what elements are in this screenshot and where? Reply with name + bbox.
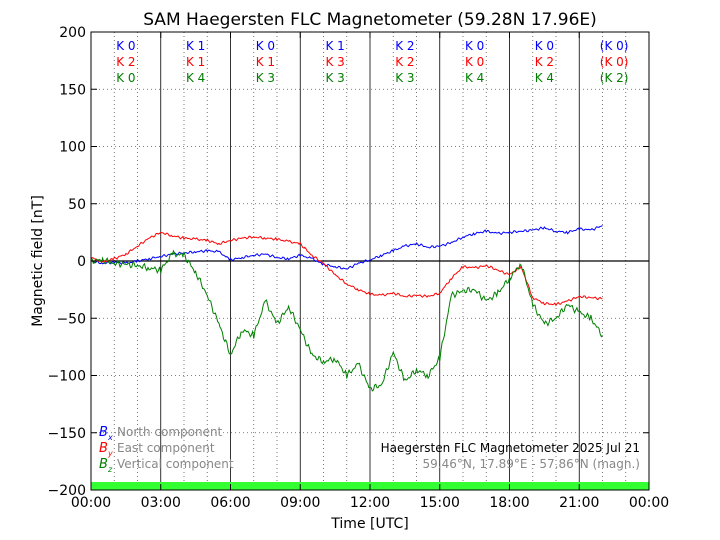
k-index-label: K 1 xyxy=(256,55,275,69)
legend-subscript: y xyxy=(107,449,113,458)
y-tick-label: −100 xyxy=(48,369,86,385)
legend-text: East component xyxy=(117,441,215,455)
x-tick-label: 03:00 xyxy=(141,495,181,511)
k-index-label: K 3 xyxy=(325,55,344,69)
k-index-label: K 1 xyxy=(186,39,205,53)
k-index-label: K 4 xyxy=(186,71,205,85)
k-index-label: K 0 xyxy=(116,71,135,85)
y-tick-label: 150 xyxy=(59,82,86,98)
x-tick-label: 09:00 xyxy=(280,495,320,511)
y-tick-label: −200 xyxy=(48,483,86,499)
series-line-bz xyxy=(90,249,603,392)
y-tick-label: 100 xyxy=(59,140,86,156)
x-tick-label: 12:00 xyxy=(350,495,390,511)
station-date-annotation: Haegersten FLC Magnetometer 2025 Jul 21 xyxy=(381,441,640,455)
k-index-label: K 1 xyxy=(186,55,205,69)
k-index-label: K 0 xyxy=(465,55,484,69)
legend-symbol-z: B xyxy=(99,457,108,472)
y-tick-label: −50 xyxy=(56,311,86,327)
k-index-label: (K 0) xyxy=(600,55,629,69)
grid xyxy=(91,32,649,490)
plot-frame xyxy=(90,31,650,491)
k-index-label: K 2 xyxy=(535,55,554,69)
k-index-label: K 0 xyxy=(116,39,135,53)
x-tick-label: 00:00 xyxy=(71,495,111,511)
k-index-table: K 0 K 1 K 0 K 1 K 2 K 0 K 0 (K 0) K 2 K 1 K 1 K 3 K … xyxy=(116,39,628,85)
series-lines xyxy=(90,225,603,392)
legend-text: North component xyxy=(117,425,223,439)
axis-ticks: 00:00 03:00 06:00 09:00 12:00 15:00 18:00 21:00… xyxy=(48,25,670,511)
series-line-bx xyxy=(90,225,603,270)
k-index-label: K 2 xyxy=(395,39,414,53)
k-index-label: K 3 xyxy=(256,71,275,85)
k-index-label: K 1 xyxy=(325,39,344,53)
k-index-label: K 3 xyxy=(325,71,344,85)
legend-subscript: x xyxy=(107,433,113,442)
x-tick-label: 21:00 xyxy=(559,495,599,511)
x-tick-label: 18:00 xyxy=(489,495,529,511)
x-tick-label: 06:00 xyxy=(210,495,250,511)
k-index-label: K 2 xyxy=(116,55,135,69)
coords-annotation: 59.46°N, 17.89°E - 57.86°N (magn.) xyxy=(423,457,640,471)
legend-text: Vertical component xyxy=(117,457,234,471)
x-axis-label: Time [UTC] xyxy=(330,516,408,532)
y-tick-label: −150 xyxy=(48,426,86,442)
k-index-label: K 3 xyxy=(395,71,414,85)
y-tick-label: 200 xyxy=(59,25,86,41)
k-index-label: K 0 xyxy=(256,39,275,53)
k-index-label: (K 2) xyxy=(600,71,629,85)
y-tick-label: 50 xyxy=(68,197,86,213)
k-index-label: K 0 xyxy=(535,39,554,53)
k-index-label: (K 0) xyxy=(600,39,629,53)
chart-title: SAM Haegersten FLC Magnetometer (59.28N … xyxy=(143,10,597,30)
x-tick-label: 15:00 xyxy=(420,495,460,511)
k-index-label: K 4 xyxy=(465,71,484,85)
k-index-label: K 2 xyxy=(395,55,414,69)
legend-symbol-x: B xyxy=(99,425,108,440)
legend-symbol-y: B xyxy=(99,441,108,456)
y-tick-label: 0 xyxy=(77,254,86,270)
y-axis-label: Magnetic field [nT] xyxy=(30,195,46,327)
k-index-label: K 0 xyxy=(465,39,484,53)
legend-subscript: z xyxy=(107,465,113,474)
x-tick-label: 00:00 xyxy=(629,495,669,511)
k-index-label: K 4 xyxy=(535,71,554,85)
